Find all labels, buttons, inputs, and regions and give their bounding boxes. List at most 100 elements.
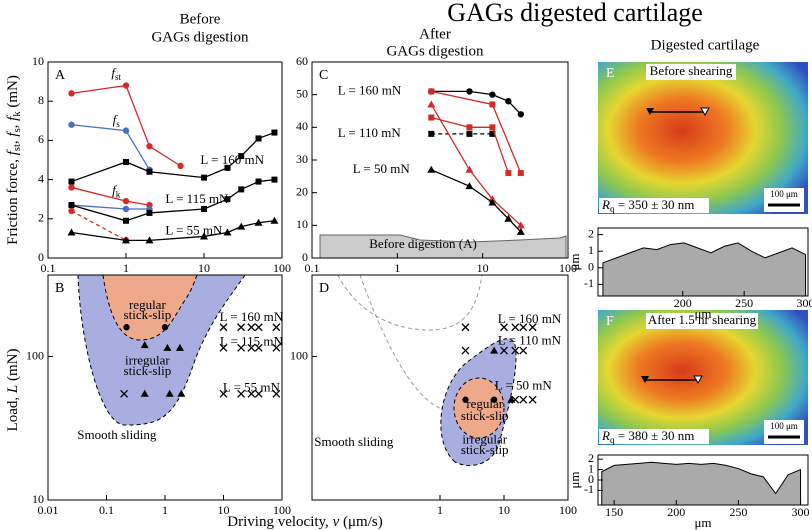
marker [517,170,524,177]
roughness-part: R [601,197,610,212]
x-axis-label-part: v [333,514,340,530]
annotation-part: k [116,189,121,199]
marker [224,164,231,171]
marker [465,182,474,190]
marker [254,323,263,332]
marker [488,198,497,206]
heading: GAGs digestion [386,43,484,59]
marker [516,227,525,235]
y-tick-label: 0 [588,472,594,486]
annotation: L = 110 mN [498,333,562,348]
heading: Digested cartilage [651,37,760,53]
y-axis-label-part: Friction force, [5,155,21,245]
x-tick-label: 10 [218,503,230,517]
marker [500,346,508,355]
marker [122,82,130,89]
marker [272,343,281,352]
marker [462,396,469,403]
marker [693,375,703,385]
caption-bg [599,198,709,213]
marker [140,341,149,349]
annotation: stick-slip [461,442,509,457]
annotation: regular [129,297,166,312]
marker [504,214,513,222]
marker [519,346,528,355]
y-axis-label-part: Load, [5,393,21,431]
y-axis-label-part: (mN) [5,349,21,385]
y-axis-label: Load, L (mN) [5,349,21,432]
marker [505,98,512,105]
annotation: L = 160 mN [498,311,562,326]
marker [519,395,528,404]
series-line [430,104,522,226]
marker [254,389,263,398]
annotation-part: st [115,72,122,82]
panel-label: C [319,68,328,83]
y-tick-label: 2 [588,451,594,465]
heading: GAGs digestion [151,29,249,45]
y-tick-label: 1 [588,461,594,475]
y-tick-label: 60 [296,54,308,68]
y-axis-label-part: s [12,128,23,132]
marker [428,130,435,137]
annotation: L = 55 mN [223,379,281,394]
marker [247,323,256,332]
y-tick-label: 8 [38,93,44,107]
y-axis-label-part: (mN) [5,75,21,111]
y-tick-label: 6 [38,132,44,146]
marker [517,111,525,118]
marker [219,323,228,332]
marker [123,217,129,224]
series-line [71,124,151,171]
marker [146,143,153,150]
y-axis-label: μm [567,471,582,488]
marker [427,165,436,173]
caption-bg [646,313,758,329]
scale-bg [764,188,804,212]
annotation: fk [112,182,121,199]
annotation: stick-slip [124,307,172,322]
x-tick-label: 0.01 [38,503,59,517]
x-tick-label: 100 [559,503,577,517]
marker [466,124,473,131]
annotation: fst [111,65,121,82]
marker [219,343,228,352]
marker [68,184,75,191]
annotation: L = 160 mN [200,152,264,167]
marker [516,221,525,229]
marker [461,323,470,332]
panel-label: E [606,66,615,81]
profile-area [601,461,802,506]
annotation: regular [466,396,503,411]
panel-label: B [55,281,64,296]
annotation: L = 110 mN [338,125,402,140]
marker [271,176,278,183]
marker [68,121,75,128]
y-axis-label-part: k [12,111,23,117]
x-tick-label: 300 [792,505,810,519]
panel-label: A [55,68,66,83]
marker [528,323,537,332]
marker [122,197,130,205]
marker [238,186,245,193]
marker [163,343,172,351]
marker [428,114,435,121]
annotation-part: f [111,65,117,80]
x-tick-label: 10 [198,261,210,275]
marker [247,389,256,398]
x-tick-label: 300 [797,296,812,310]
x-tick-label: 0.1 [41,261,56,275]
marker [272,323,281,332]
x-axis-label-part: Driving velocity, [227,514,332,530]
roughness-part: q [610,435,615,445]
marker [489,101,496,108]
y-tick-label: 4 [38,171,44,185]
x-tick-label: 100 [273,503,291,517]
caption-bg [646,64,736,80]
scale-label: 100 μm [770,421,798,431]
x-tick-label: 150 [605,505,623,519]
x-tick-label: 0.1 [99,503,114,517]
figure-title: GAGs digested cartilage [447,0,703,27]
annotation: irregular [125,353,170,368]
y-axis-label-part: , [5,121,21,129]
